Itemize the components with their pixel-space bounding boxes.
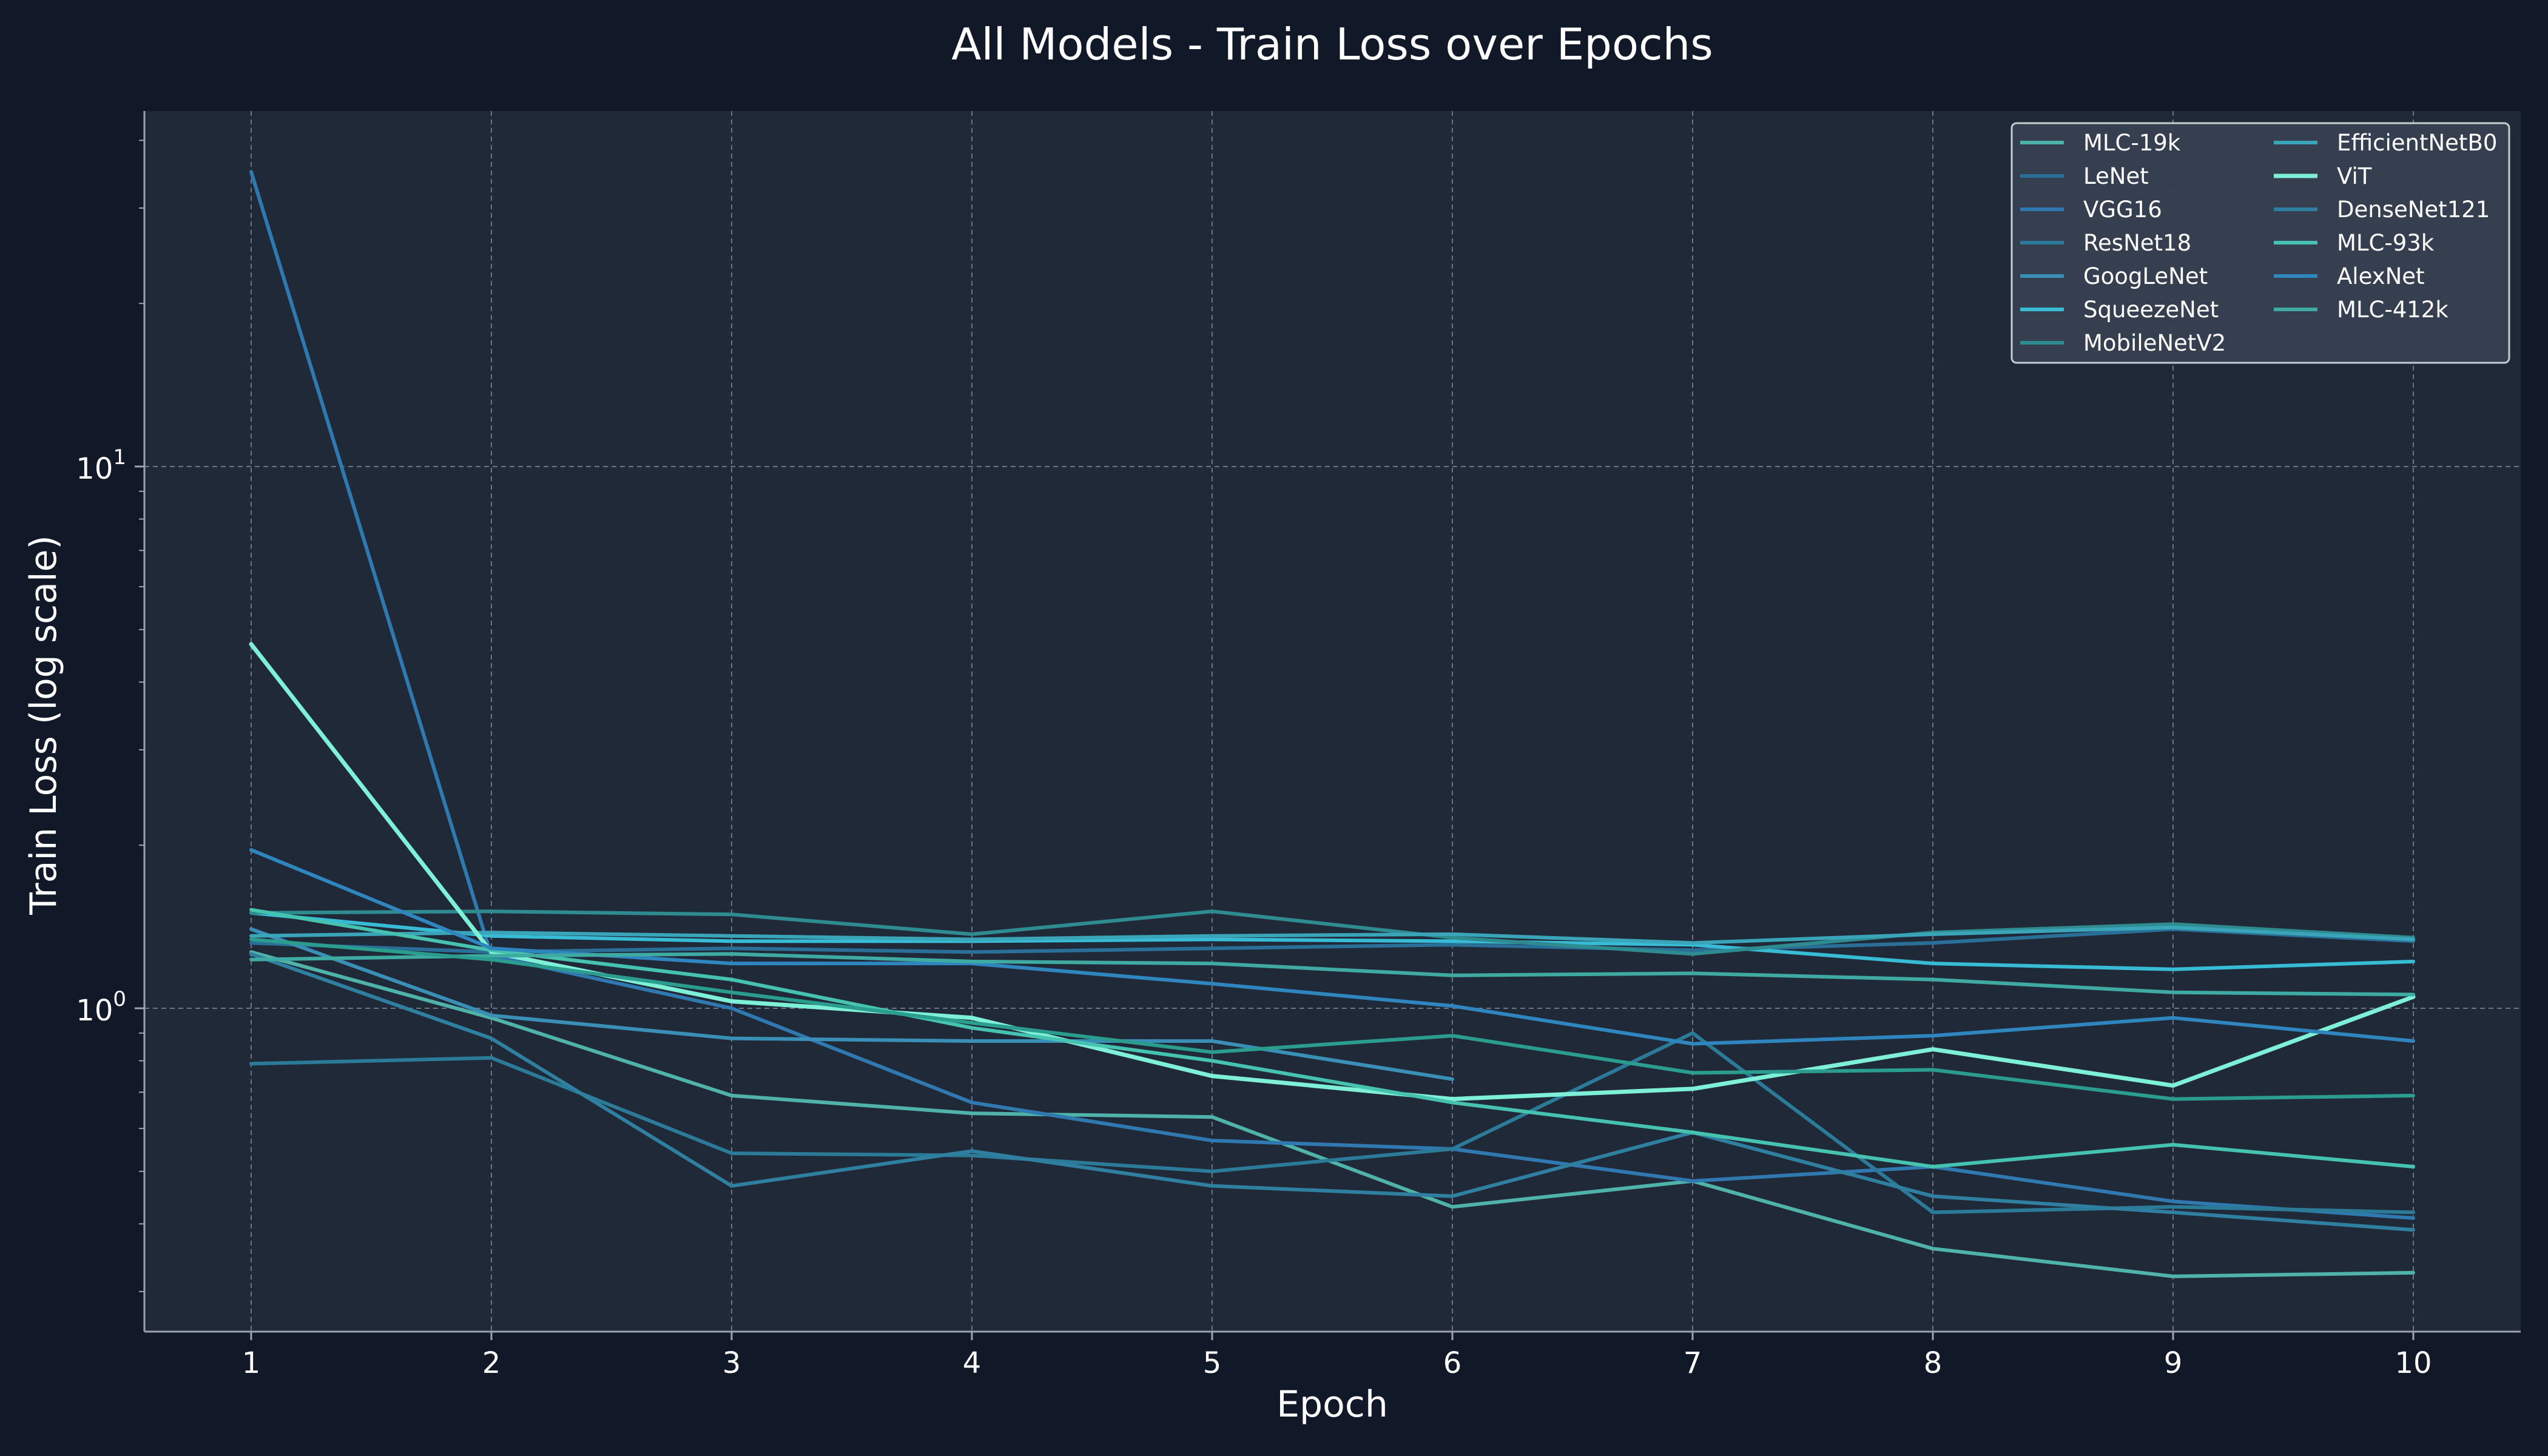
series-line-mlc-93k — [249, 908, 2415, 1169]
x-tick-label: 8 — [1924, 1346, 1943, 1380]
series-line-densenet121 — [249, 952, 2415, 1232]
legend-label: SqueezeNet — [2083, 297, 2219, 323]
x-axis-label: Epoch — [1276, 1383, 1388, 1426]
legend-box — [2010, 122, 2510, 364]
x-tick-label: 7 — [1684, 1346, 1702, 1380]
series-line-mobilenetv2 — [249, 909, 2415, 956]
x-tick-label: 10 — [2395, 1346, 2432, 1380]
legend-label: VGG16 — [2083, 197, 2162, 223]
legend-label: MLC-412k — [2337, 297, 2449, 323]
y-tick-label: 101 — [76, 445, 126, 486]
x-tick-label: 9 — [2164, 1346, 2183, 1380]
x-tick-label: 2 — [482, 1346, 501, 1380]
chart-title: All Models - Train Loss over Epochs — [951, 19, 1713, 70]
legend-label: EfficientNetB0 — [2337, 130, 2497, 156]
x-ticks: 1 2 3 4 5 6 7 8 9 10 — [242, 1332, 2432, 1380]
y-axis-label: Train Loss (log scale) — [22, 535, 65, 915]
series-line-resnet18 — [249, 1031, 2415, 1215]
legend-label: ViT — [2337, 163, 2372, 189]
y-tick-label: 100 — [76, 987, 126, 1028]
series-line-mlc-412k — [249, 952, 2415, 997]
series-line-lenet — [249, 927, 2415, 954]
series-line-unlabeled — [249, 937, 2415, 1101]
legend-label: AlexNet — [2337, 263, 2425, 289]
y-ticks: 100 101 — [76, 140, 144, 1292]
x-tick-label: 5 — [1203, 1346, 1222, 1380]
legend: MLC-19k LeNet VGG16 ResNet18 GoogLeNet Squeez… — [2010, 122, 2510, 364]
x-tick-label: 3 — [723, 1346, 741, 1380]
legend-label: GoogLeNet — [2083, 263, 2208, 289]
legend-label: LeNet — [2083, 163, 2149, 189]
series-line-efficientnetb0 — [249, 925, 2415, 945]
series-lines — [249, 170, 2416, 1278]
series-line-googlenet — [249, 927, 1454, 1081]
legend-label: MLC-19k — [2083, 130, 2181, 156]
legend-label: MLC-93k — [2337, 230, 2435, 256]
x-tick-label: 1 — [242, 1346, 261, 1380]
legend-label: ResNet18 — [2083, 230, 2191, 256]
series-line-vgg16 — [249, 170, 2415, 1220]
legend-label: MobileNetV2 — [2083, 330, 2226, 356]
x-tick-label: 6 — [1443, 1346, 1462, 1380]
grid — [144, 111, 2521, 1332]
series-line-squeezenet — [249, 911, 2415, 971]
x-tick-label: 4 — [963, 1346, 982, 1380]
legend-label: DenseNet121 — [2337, 197, 2490, 223]
